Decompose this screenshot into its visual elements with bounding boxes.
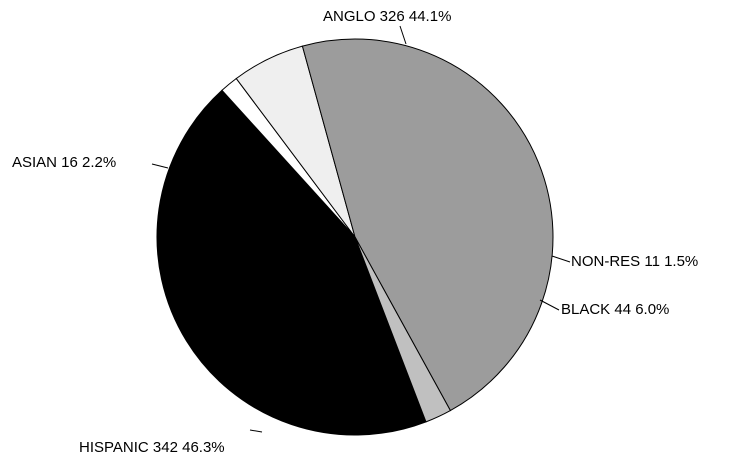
- leader-line-asian: [151, 163, 169, 169]
- slice-label-anglo: ANGLO 326 44.1%: [323, 8, 451, 25]
- pie-slice-anglo: [156, 89, 427, 436]
- slice-label-asian: ASIAN 16 2.2%: [12, 154, 116, 171]
- leader-line-anglo: [399, 25, 407, 45]
- slice-labels: ANGLO 326 44.1% NON-RES 11 1.5% BLACK 44 6…: [12, 8, 698, 456]
- slice-label-non-res: NON-RES 11 1.5%: [571, 253, 698, 270]
- slice-label-hispanic: HISPANIC 342 46.3%: [79, 439, 225, 456]
- slice-label-black: BLACK 44 6.0%: [561, 301, 669, 318]
- pie-slice-hispanic: [301, 38, 554, 412]
- pie-slice-asian: [354, 236, 452, 423]
- pie-slices: [156, 38, 554, 436]
- leader-line-black: [539, 299, 560, 311]
- leader-line-non-res: [551, 255, 571, 263]
- leader-line-hispanic: [249, 429, 263, 433]
- label-leader-lines: [151, 25, 571, 433]
